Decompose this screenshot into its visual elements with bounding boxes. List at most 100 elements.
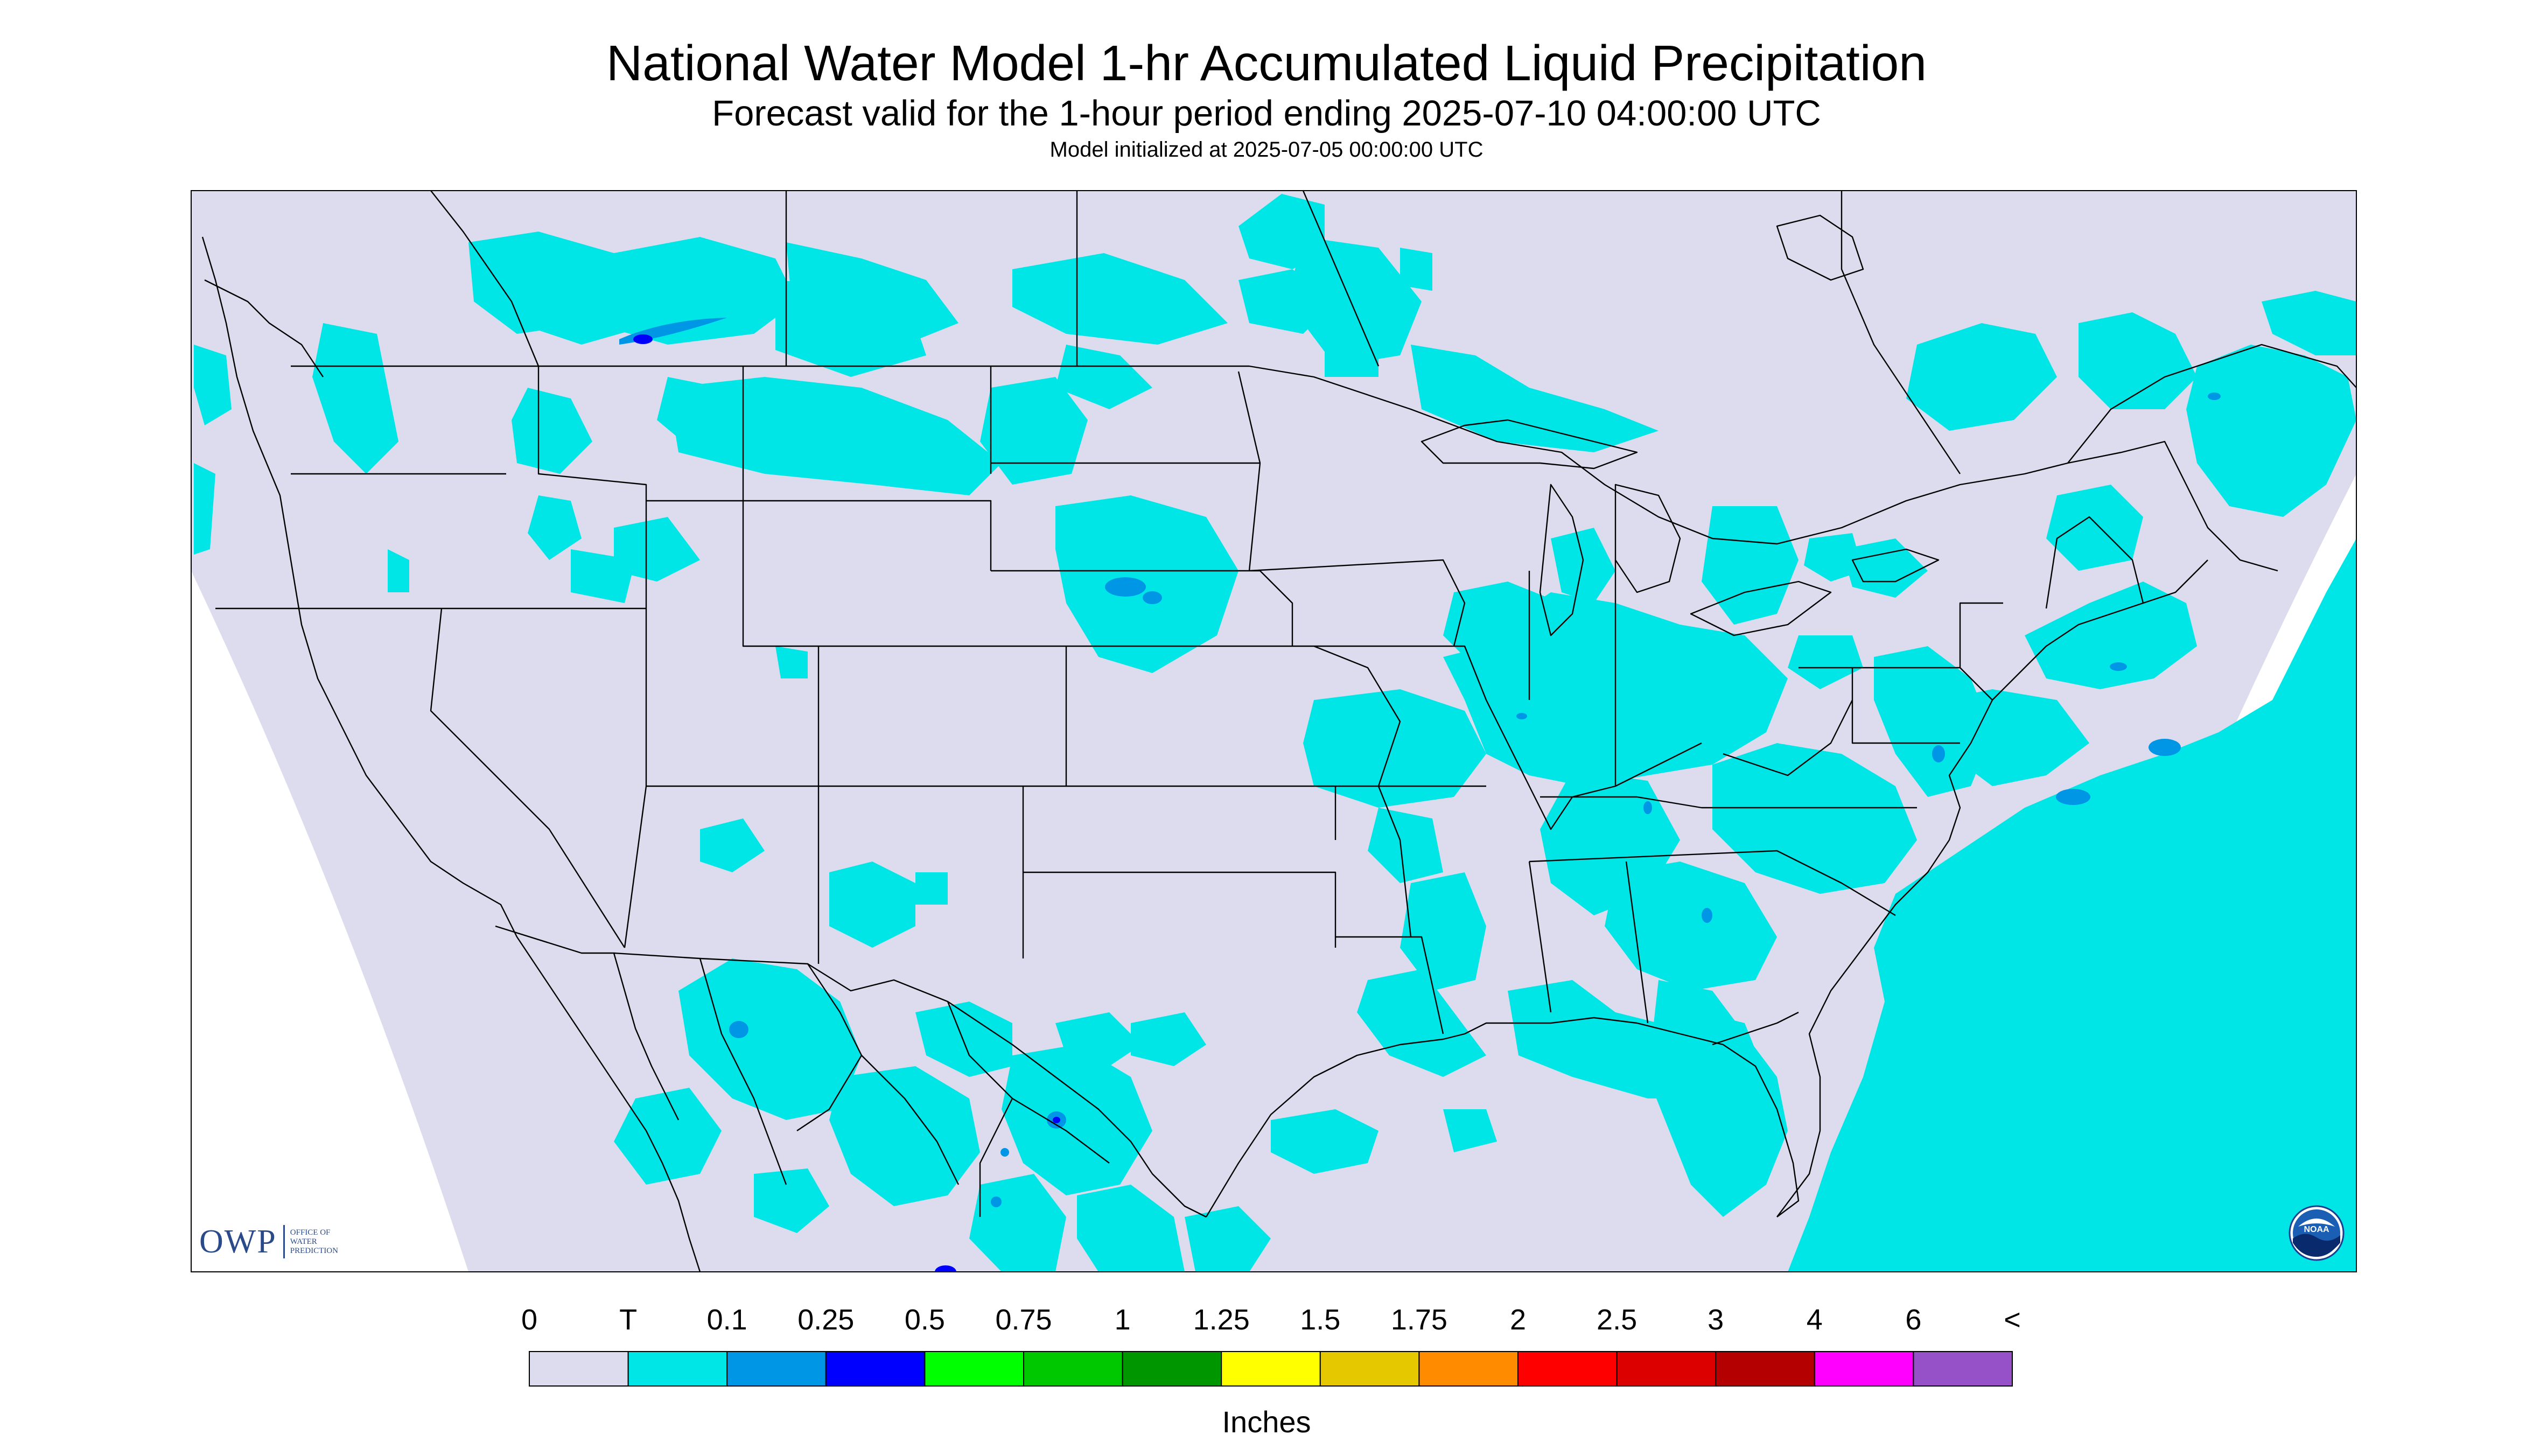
owp-subtitle: OFFICE OF WATER PREDICTION	[290, 1228, 338, 1256]
precip-area	[2046, 485, 2143, 571]
colorbar	[529, 1351, 2013, 1387]
political-boundaries	[201, 191, 2356, 1272]
precip-area	[2262, 291, 2356, 355]
precip-area	[829, 862, 915, 948]
colorbar-swatch	[1122, 1351, 1222, 1387]
colorbar-label: 0	[521, 1304, 538, 1336]
precip-area	[1055, 345, 1152, 409]
colorbar-label: 3	[1708, 1304, 1724, 1336]
precip-area	[194, 345, 232, 425]
precip-core	[1143, 591, 1162, 604]
precip-area	[1648, 980, 1788, 1217]
owp-sub-line: OFFICE OF	[290, 1228, 331, 1237]
colorbar-label: 4	[1806, 1304, 1823, 1336]
precip-area	[1842, 538, 1928, 598]
great-lakes-outline	[1421, 419, 1940, 636]
precip-area	[775, 646, 808, 678]
precip-area	[700, 818, 765, 872]
precip-area	[1443, 646, 1502, 700]
colorbar-label: 0.75	[995, 1304, 1052, 1336]
us-canada-border	[291, 365, 2278, 572]
precip-area	[980, 377, 1088, 485]
precip-area	[1551, 528, 1615, 603]
chart-subtitle: Forecast valid for the 1-hour period end…	[712, 93, 1821, 134]
precip-area	[1465, 592, 1788, 786]
precip-area	[1357, 969, 1486, 1077]
colorbar-label: 1.25	[1193, 1304, 1250, 1336]
mexico-state-boundaries	[699, 958, 1110, 1217]
precip-core	[2110, 662, 2127, 671]
colorbar-swatch	[726, 1351, 827, 1387]
precip-area	[1185, 1206, 1271, 1272]
baja-coast	[613, 953, 680, 1121]
precip-area	[1400, 248, 1432, 291]
precip-area	[775, 280, 926, 377]
islands-north	[204, 214, 1864, 377]
noaa-logo-icon: NOAA	[2289, 1205, 2345, 1261]
precip-area	[1368, 808, 1443, 883]
precip-area	[517, 258, 657, 345]
colorbar-swatch	[1023, 1351, 1123, 1387]
precip-area	[1906, 323, 2057, 431]
precip-area	[1443, 1109, 1497, 1152]
precip-area	[2186, 345, 2356, 517]
precipitation-areas	[194, 194, 2356, 1272]
colorbar-swatch	[1715, 1351, 1815, 1387]
precip-area	[754, 1168, 829, 1233]
colorbar-units: Inches	[1222, 1405, 1311, 1439]
colorbar-swatch	[1221, 1351, 1321, 1387]
atlantic-coast	[1776, 559, 2208, 1217]
coastline-west	[201, 236, 701, 1272]
colorbar-swatch	[825, 1351, 926, 1387]
precip-area	[1605, 862, 1777, 991]
colorbar-label: 6	[1905, 1304, 1922, 1336]
precip-core	[991, 1196, 1002, 1207]
precip-area	[312, 323, 398, 474]
owp-sub-line: WATER	[290, 1237, 317, 1246]
colorbar-label: 0.25	[797, 1304, 855, 1336]
precip-core	[1516, 713, 1527, 719]
precip-area	[668, 377, 1002, 495]
precip-area	[194, 463, 215, 555]
precip-area	[512, 388, 592, 474]
colorbar-label: 1.75	[1390, 1304, 1447, 1336]
precip-area	[1055, 1012, 1142, 1066]
colorbar-swatch	[924, 1351, 1025, 1387]
precip-area	[1788, 635, 1863, 689]
precip-area	[1131, 1012, 1206, 1066]
colorbar-label: 2.5	[1597, 1304, 1638, 1336]
precip-area	[1271, 1109, 1379, 1174]
precip-area	[2079, 312, 2197, 409]
noaa-logo-text: NOAA	[2304, 1225, 2329, 1234]
precip-area	[1292, 237, 1422, 366]
precip-area	[571, 549, 635, 603]
colorbar-label: T	[619, 1304, 638, 1336]
owp-mark: OWP	[199, 1223, 277, 1260]
precip-area	[614, 1088, 722, 1185]
chart-title: National Water Model 1-hr Accumulated Li…	[606, 35, 1927, 91]
precip-core	[1702, 908, 1712, 923]
precip-core	[1000, 1148, 1009, 1157]
colorbar-swatch	[1319, 1351, 1420, 1387]
precip-core	[2208, 393, 2221, 400]
precip-area	[1939, 689, 2089, 786]
owp-separator	[283, 1225, 285, 1258]
colorbar-swatch	[1814, 1351, 1914, 1387]
precip-area	[1400, 872, 1486, 991]
colorbar-swatch	[1418, 1351, 1519, 1387]
precip-core	[1105, 577, 1146, 597]
precip-core	[1053, 1117, 1060, 1123]
owp-logo: OWP OFFICE OF WATER PREDICTION	[199, 1220, 338, 1263]
gulf-coast	[1205, 1017, 1800, 1217]
colorbar-swatch	[529, 1351, 629, 1387]
precip-core	[1643, 801, 1652, 814]
colorbar-label: 1.5	[1300, 1304, 1341, 1336]
precip-area	[388, 549, 409, 592]
precip-area	[1055, 495, 1238, 673]
precip-area	[1702, 506, 1799, 625]
precip-core	[935, 1265, 956, 1272]
precip-core	[1932, 745, 1945, 762]
init-line: Model initialized at 2025-07-05 00:00:00…	[1049, 138, 1484, 162]
precip-core	[2056, 789, 2090, 805]
precip-area	[1002, 1045, 1152, 1195]
